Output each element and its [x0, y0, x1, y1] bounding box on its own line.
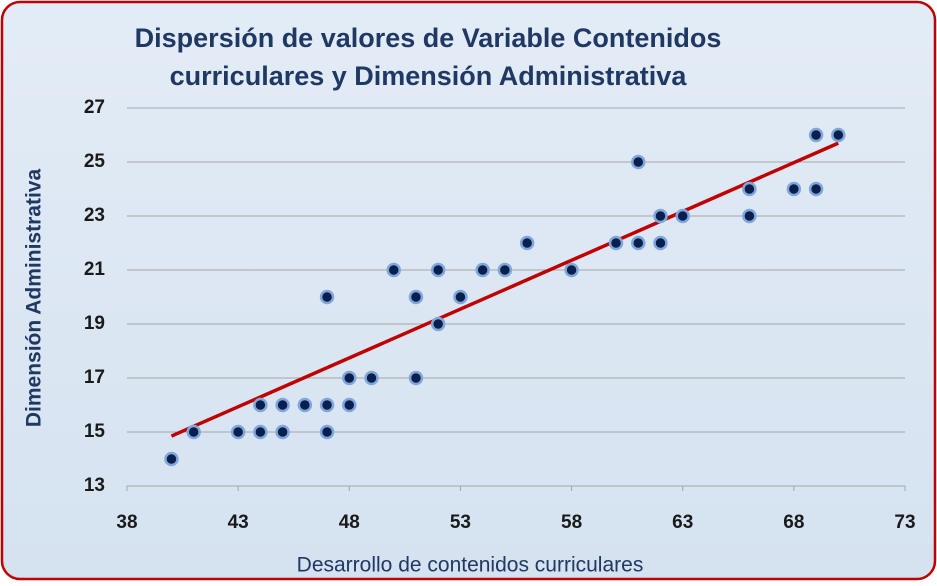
point	[608, 235, 624, 251]
x-tick-label: 58	[561, 512, 582, 533]
y-tick-label: 17	[84, 367, 105, 388]
x-tick-label: 38	[116, 512, 137, 533]
x-tick-label: 43	[228, 512, 249, 533]
point	[342, 397, 357, 413]
x-axis-label: Desarrollo de contenidos curriculares	[297, 554, 644, 577]
point	[808, 181, 824, 197]
point	[364, 370, 379, 386]
point	[653, 208, 668, 224]
trendline	[170, 141, 840, 438]
x-tick-label: 68	[783, 512, 804, 533]
y-tick-label: 13	[84, 475, 105, 496]
point	[408, 370, 424, 386]
point	[675, 208, 690, 224]
point	[408, 289, 424, 305]
point	[786, 181, 802, 197]
y-tick-label: 21	[84, 259, 106, 280]
point	[386, 262, 401, 278]
point	[631, 235, 646, 251]
chart-title: curriculares y Dimensión Administrativa	[170, 61, 688, 91]
point	[475, 262, 490, 278]
y-tick-label: 23	[84, 205, 105, 226]
point	[808, 127, 824, 143]
x-tick-label: 63	[672, 512, 693, 533]
y-tick-label: 19	[84, 313, 105, 334]
point	[497, 262, 513, 278]
point	[319, 289, 335, 305]
point	[831, 127, 846, 143]
y-tick-label: 27	[84, 97, 105, 118]
y-tick-label: 25	[84, 151, 106, 172]
x-tick-label: 48	[339, 512, 360, 533]
point	[742, 181, 757, 197]
point	[275, 424, 290, 440]
point	[342, 370, 357, 386]
point	[186, 424, 201, 440]
point	[631, 154, 646, 170]
point	[653, 235, 668, 251]
point	[430, 316, 446, 332]
point	[453, 289, 468, 305]
point	[742, 208, 757, 224]
point	[319, 397, 335, 413]
point	[230, 424, 246, 440]
point	[430, 262, 446, 278]
point	[297, 397, 313, 413]
y-axis-label: Dimensión Administrativa	[23, 169, 46, 428]
point	[253, 424, 268, 440]
point	[275, 397, 290, 413]
x-tick-label: 73	[894, 512, 915, 533]
point	[564, 262, 579, 278]
point	[164, 451, 179, 467]
y-tick-label: 15	[84, 421, 106, 442]
point	[253, 397, 268, 413]
point	[319, 424, 335, 440]
point	[519, 235, 535, 251]
chart-title: Dispersión de valores de Variable Conten…	[135, 23, 722, 53]
x-tick-label: 53	[450, 512, 471, 533]
